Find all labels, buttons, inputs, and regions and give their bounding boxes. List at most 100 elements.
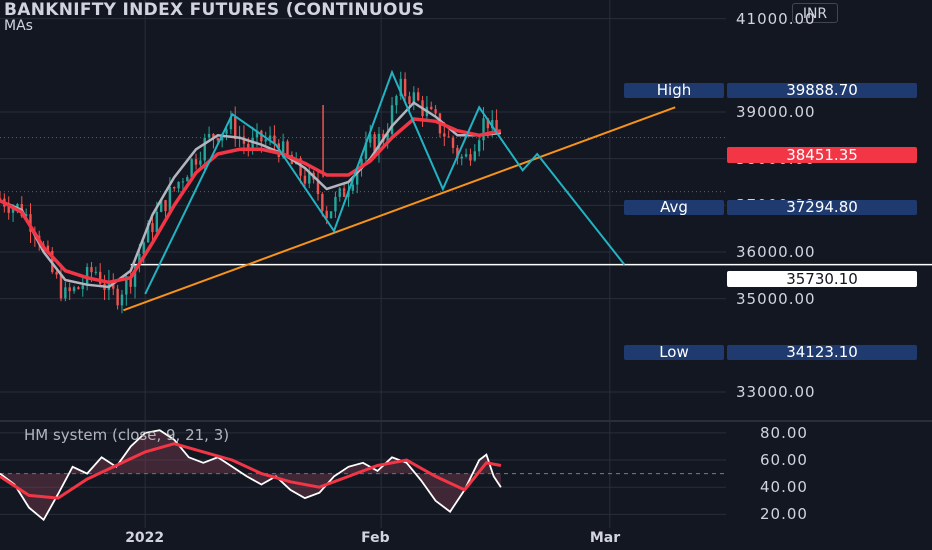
overlays: [0, 69, 932, 312]
candle-body: [351, 184, 355, 191]
time-tick-label: 2022: [125, 530, 165, 546]
price-tick-label: 36000.00: [736, 243, 816, 261]
price-tick-label: 35000.00: [736, 289, 816, 308]
candle-body: [434, 109, 437, 114]
avg-value: 37294.80: [727, 200, 917, 215]
candle-body: [464, 154, 468, 157]
pattern-zigzag-line: [144, 69, 626, 295]
candle-body: [177, 181, 180, 189]
candle-body: [443, 133, 446, 137]
candle-body: [412, 92, 416, 104]
candle-body: [59, 274, 63, 299]
low-label: Low: [624, 345, 724, 360]
candle-body: [0, 198, 2, 200]
candle-body: [364, 142, 368, 159]
candle-body: [107, 280, 111, 291]
candle-body: [207, 134, 211, 138]
candle-body: [77, 287, 80, 290]
candle-body: [486, 118, 490, 129]
candle-body: [308, 172, 311, 184]
low-value: 34123.10: [727, 345, 917, 360]
candle-body: [168, 187, 172, 212]
candle-body: [390, 105, 394, 134]
candle-body: [29, 214, 32, 232]
indicator-area-fill: [0, 430, 501, 520]
last-price-tag: 38451.35: [727, 147, 917, 163]
candle-body: [286, 141, 289, 156]
candle-body: [68, 287, 71, 292]
candle-body: [133, 265, 137, 287]
chart-subtitle: MAs: [4, 18, 33, 34]
candle-body: [7, 206, 10, 213]
indicator-pane: [0, 429, 726, 522]
candle-body: [268, 135, 272, 140]
candle-body: [164, 200, 167, 212]
candle-body: [260, 130, 263, 142]
price-tick-label: 41000.00: [736, 9, 816, 28]
candle-body: [72, 287, 76, 292]
candle-body: [181, 181, 185, 183]
candle-body: [155, 211, 159, 233]
price-tick-label: 39000.00: [736, 103, 816, 121]
candle-body: [408, 96, 411, 104]
candle-body: [395, 96, 398, 106]
time-tick-label: Feb: [361, 530, 390, 546]
avg-label: Avg: [624, 200, 724, 215]
candle-body: [90, 267, 93, 273]
candle-body: [482, 118, 485, 141]
currency-button[interactable]: INR: [792, 3, 838, 23]
candle-body: [151, 223, 154, 233]
indicator-tick-label: 20.00: [760, 505, 808, 524]
candle-body: [416, 92, 420, 101]
candle-body: [212, 134, 215, 139]
candle-body: [399, 78, 402, 97]
candle-body: [46, 245, 50, 251]
candle-body: [255, 130, 259, 138]
candle-body: [229, 116, 233, 130]
candle-body: [16, 203, 19, 208]
candle-body: [473, 151, 477, 161]
candle-body: [373, 134, 376, 152]
candle-body: [447, 136, 450, 138]
time-tick-label: Mar: [589, 530, 621, 546]
target-price-tag: 35730.10: [727, 271, 917, 287]
candle-body: [129, 276, 132, 287]
candle-body: [355, 169, 359, 185]
candle-body: [329, 211, 333, 219]
candle-body: [190, 159, 193, 178]
indicator-label[interactable]: HM system (close, 9, 21, 3): [24, 426, 230, 444]
candle-body: [334, 196, 337, 212]
candle-body: [81, 285, 84, 290]
indicator-signal-line: [0, 442, 502, 500]
candle-body: [234, 116, 237, 140]
candle-body: [273, 135, 276, 144]
candle-body: [342, 188, 346, 197]
candle-body: [281, 141, 285, 157]
ma-fast-line: [0, 101, 502, 289]
candle-body: [225, 129, 228, 134]
candle-body: [495, 120, 498, 135]
indicator-line: [0, 429, 502, 522]
candle-body: [94, 271, 98, 273]
candle-body: [120, 294, 124, 306]
candle-body: [299, 158, 302, 176]
candle-body: [64, 287, 67, 299]
candle-body: [216, 138, 219, 141]
candle-body: [460, 156, 463, 159]
candle-body: [456, 147, 459, 159]
candle-body: [55, 272, 58, 275]
candle-body: [316, 179, 320, 194]
candle-body: [146, 223, 150, 243]
candle-body: [159, 200, 163, 212]
candle-body: [403, 78, 407, 97]
ma-slow-line: [0, 117, 502, 285]
candle-body: [477, 140, 481, 152]
candle-body: [11, 207, 15, 213]
candle-body: [98, 271, 102, 284]
candle-body: [303, 175, 307, 184]
price-tick-label: 33000.00: [736, 383, 816, 401]
indicator-tick-label: 80.00: [760, 423, 808, 442]
high-value: 39888.70: [727, 83, 917, 98]
candle-body: [325, 210, 328, 219]
